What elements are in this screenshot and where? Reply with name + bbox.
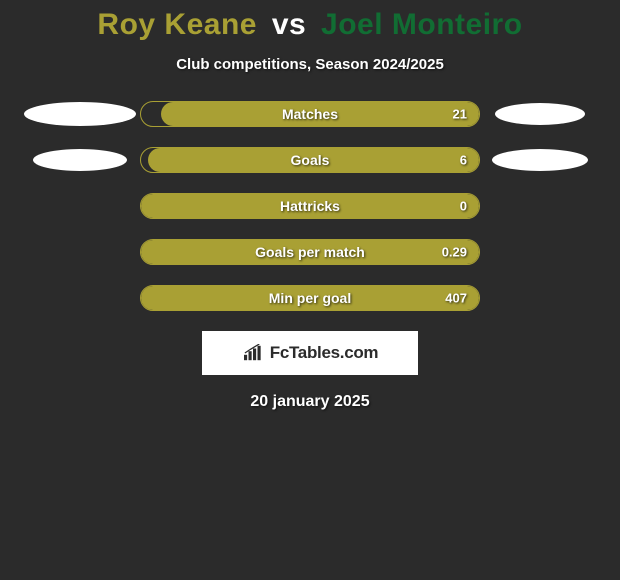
comparison-row: Min per goal 407 [0, 285, 620, 311]
stat-value: 407 [445, 291, 467, 306]
logo-text: FcTables.com [270, 343, 379, 363]
stat-value: 0 [460, 199, 467, 214]
stat-bar: Min per goal 407 [140, 285, 480, 311]
comparison-infographic: Roy Keane vs Joel Monteiro Club competit… [0, 0, 620, 411]
comparison-row: Hattricks 0 [0, 193, 620, 219]
stat-bar: Matches 21 [140, 101, 480, 127]
stat-value: 21 [453, 107, 467, 122]
right-ellipse [495, 103, 585, 125]
chart-icon [242, 344, 264, 362]
comparison-row: Goals 6 [0, 147, 620, 173]
comparison-row: Goals per match 0.29 [0, 239, 620, 265]
stat-bar: Hattricks 0 [140, 193, 480, 219]
title-player2: Joel Monteiro [321, 8, 523, 41]
subtitle: Club competitions, Season 2024/2025 [0, 56, 620, 73]
right-side [480, 149, 600, 171]
stat-bar: Goals per match 0.29 [140, 239, 480, 265]
stat-label: Matches [282, 106, 338, 122]
comparison-row: Matches 21 [0, 101, 620, 127]
left-ellipse [33, 149, 127, 171]
stat-label: Goals [291, 152, 330, 168]
stat-value: 0.29 [442, 245, 467, 260]
stat-bar: Goals 6 [140, 147, 480, 173]
page-title: Roy Keane vs Joel Monteiro [0, 8, 620, 42]
stat-value: 6 [460, 153, 467, 168]
right-ellipse [492, 149, 588, 171]
date-text: 20 january 2025 [0, 393, 620, 411]
left-side [20, 149, 140, 171]
right-side [480, 103, 600, 125]
stat-label: Goals per match [255, 244, 365, 260]
stat-label: Hattricks [280, 198, 340, 214]
left-ellipse [24, 102, 136, 126]
stat-label: Min per goal [269, 290, 351, 306]
comparison-rows: Matches 21 Goals 6 Hattricks 0 Goals per match… [0, 101, 620, 311]
source-logo: FcTables.com [202, 331, 418, 375]
title-player1: Roy Keane [97, 8, 257, 41]
left-side [20, 102, 140, 126]
title-vs: vs [272, 8, 306, 41]
